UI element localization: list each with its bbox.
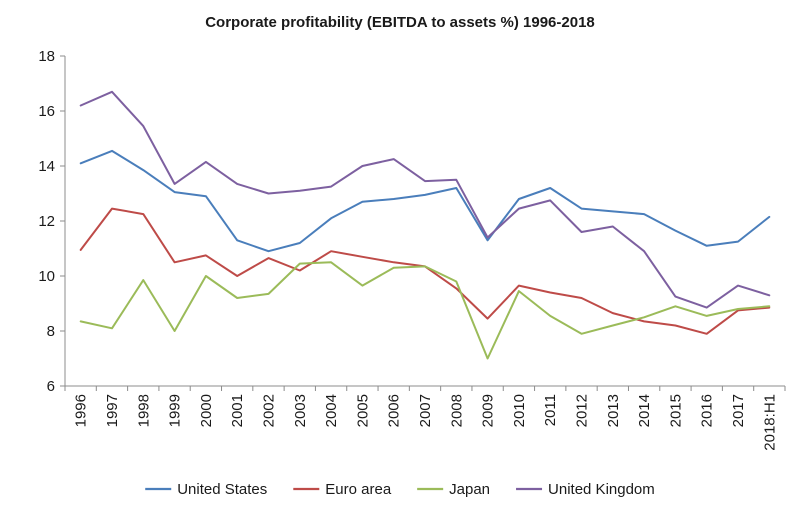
x-tick-label: 2011 (542, 394, 559, 426)
x-tick-label: 2012 (574, 394, 591, 427)
x-tick-label: 1998 (135, 394, 152, 427)
x-tick-label: 2000 (198, 394, 215, 427)
x-tick-label: 2009 (480, 394, 497, 427)
x-tick-label: 2017 (730, 394, 747, 427)
series-line-united-states (79, 149, 771, 253)
legend: United States Euro area Japan United Kingdo… (145, 481, 655, 498)
y-tick-label: 8 (47, 323, 55, 340)
x-tick-label: 2010 (511, 394, 528, 427)
y-tick-label: 10 (38, 268, 55, 285)
legend-label-united-kingdom: United Kingdom (548, 481, 655, 498)
y-tick-label: 18 (38, 48, 55, 65)
chart-title: Corporate profitability (EBITDA to asset… (205, 14, 595, 31)
x-tick-label: 2001 (229, 394, 246, 427)
series-line-united-kingdom (79, 90, 771, 309)
x-tick-label: 2007 (417, 394, 434, 427)
y-tick-label: 6 (47, 378, 55, 395)
y-tick-label: 14 (38, 158, 55, 175)
x-tick-label: 1997 (104, 394, 121, 427)
legend-label-japan: Japan (449, 481, 490, 498)
legend-label-united-states: United States (177, 481, 267, 498)
x-tick-label: 2016 (699, 394, 716, 427)
y-tick-label: 16 (38, 103, 55, 120)
x-tick-label: 2006 (386, 394, 403, 427)
x-tick-label: 1999 (167, 394, 184, 427)
x-tick-label: 1996 (73, 394, 90, 427)
x-tick-label: 2003 (292, 394, 309, 427)
x-tick-label: 2002 (260, 394, 277, 427)
x-tick-label: 2004 (323, 394, 340, 427)
series-lines (79, 90, 771, 360)
x-tick-label: 2005 (354, 394, 371, 427)
axes: 6 8 10 12 14 16 18 1996 1997 1998 1999 2000 2001 2002… (38, 48, 786, 451)
x-tick-label: 2014 (636, 394, 653, 427)
series-line-japan (79, 261, 771, 360)
x-tick-label: 2008 (448, 394, 465, 427)
legend-label-euro-area: Euro area (325, 481, 392, 498)
x-tick-label: 2015 (667, 394, 684, 427)
x-tick-label: 2018:H1 (761, 394, 778, 451)
x-tick-label: 2013 (605, 394, 622, 427)
y-tick-label: 12 (38, 213, 55, 230)
